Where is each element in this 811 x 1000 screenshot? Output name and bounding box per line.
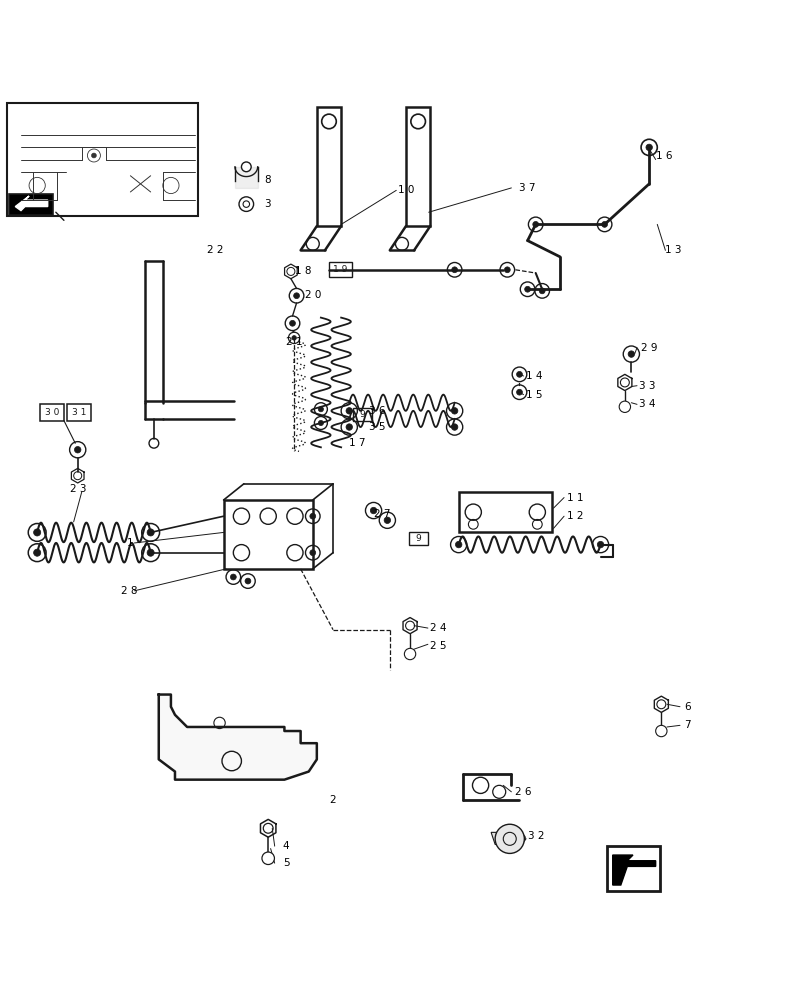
Polygon shape bbox=[509, 832, 526, 845]
Circle shape bbox=[539, 288, 544, 294]
Text: 1 1: 1 1 bbox=[566, 493, 582, 503]
Circle shape bbox=[516, 371, 521, 377]
Bar bbox=[316, 107, 341, 226]
Polygon shape bbox=[491, 832, 500, 845]
Circle shape bbox=[597, 541, 603, 548]
Circle shape bbox=[451, 424, 457, 430]
Text: 3 6: 3 6 bbox=[368, 406, 384, 416]
Text: 1 4: 1 4 bbox=[526, 371, 542, 381]
Bar bbox=[7, 103, 197, 216]
Text: 9: 9 bbox=[359, 410, 365, 419]
Polygon shape bbox=[159, 695, 316, 780]
Text: 4: 4 bbox=[282, 841, 289, 851]
Bar bbox=[40, 404, 64, 421]
Text: 2 1: 2 1 bbox=[285, 337, 303, 347]
Circle shape bbox=[495, 824, 524, 853]
Circle shape bbox=[230, 574, 236, 580]
Text: 1 6: 1 6 bbox=[654, 151, 672, 161]
Text: 3 4: 3 4 bbox=[639, 399, 655, 409]
Polygon shape bbox=[612, 855, 654, 885]
Text: 2 6: 2 6 bbox=[515, 787, 531, 797]
Circle shape bbox=[75, 446, 81, 453]
Text: 2 8: 2 8 bbox=[121, 586, 137, 596]
Text: 1 7: 1 7 bbox=[349, 438, 365, 448]
Circle shape bbox=[242, 201, 249, 207]
Circle shape bbox=[262, 852, 274, 865]
Circle shape bbox=[147, 549, 154, 556]
Circle shape bbox=[532, 221, 538, 227]
Text: 9: 9 bbox=[414, 534, 421, 543]
Text: 2 9: 2 9 bbox=[641, 343, 657, 353]
Circle shape bbox=[654, 725, 666, 737]
Circle shape bbox=[455, 541, 461, 548]
Circle shape bbox=[241, 162, 251, 172]
Circle shape bbox=[524, 286, 530, 292]
Text: 1 0: 1 0 bbox=[397, 185, 414, 195]
Circle shape bbox=[33, 549, 41, 556]
Text: 3 7: 3 7 bbox=[519, 183, 535, 193]
Circle shape bbox=[291, 336, 296, 340]
Text: 6: 6 bbox=[683, 702, 690, 712]
Circle shape bbox=[245, 578, 251, 584]
Text: 3 3: 3 3 bbox=[639, 381, 655, 391]
Text: 3 1: 3 1 bbox=[72, 408, 87, 417]
Circle shape bbox=[294, 293, 299, 299]
Circle shape bbox=[345, 424, 352, 430]
Polygon shape bbox=[15, 196, 48, 211]
Circle shape bbox=[404, 648, 415, 660]
Text: 2 5: 2 5 bbox=[430, 641, 446, 651]
Circle shape bbox=[516, 389, 521, 395]
Text: 3 0: 3 0 bbox=[45, 408, 59, 417]
Circle shape bbox=[147, 529, 154, 536]
Bar bbox=[607, 846, 659, 891]
Circle shape bbox=[384, 517, 390, 524]
Text: 1 2: 1 2 bbox=[566, 511, 582, 521]
Text: 3 2: 3 2 bbox=[527, 831, 543, 841]
Text: 7: 7 bbox=[683, 720, 690, 730]
Circle shape bbox=[290, 320, 295, 326]
Circle shape bbox=[601, 221, 607, 227]
Text: 1 8: 1 8 bbox=[294, 266, 311, 276]
Bar bbox=[328, 262, 351, 277]
Circle shape bbox=[310, 513, 315, 519]
Text: 2 4: 2 4 bbox=[430, 623, 446, 633]
Circle shape bbox=[504, 267, 509, 273]
Bar bbox=[67, 404, 92, 421]
Bar bbox=[353, 408, 371, 421]
Circle shape bbox=[318, 407, 323, 412]
Circle shape bbox=[628, 351, 634, 357]
Text: 5: 5 bbox=[282, 858, 289, 868]
Bar bbox=[458, 492, 551, 532]
Circle shape bbox=[318, 420, 323, 426]
Circle shape bbox=[451, 408, 457, 414]
Text: 2 0: 2 0 bbox=[304, 290, 320, 300]
Text: 8: 8 bbox=[264, 175, 270, 185]
Bar bbox=[406, 107, 430, 226]
Circle shape bbox=[370, 507, 376, 514]
Text: 1 3: 1 3 bbox=[664, 245, 681, 255]
Bar bbox=[9, 194, 54, 215]
Circle shape bbox=[645, 144, 651, 151]
Bar bbox=[409, 532, 427, 545]
Circle shape bbox=[451, 267, 457, 273]
Text: 1: 1 bbox=[127, 538, 133, 548]
Text: 1 9: 1 9 bbox=[333, 265, 347, 274]
Text: 2: 2 bbox=[328, 795, 335, 805]
Circle shape bbox=[33, 529, 41, 536]
Text: 1 5: 1 5 bbox=[526, 390, 542, 400]
Circle shape bbox=[310, 550, 315, 556]
Text: 2 7: 2 7 bbox=[373, 509, 389, 519]
Text: 3 5: 3 5 bbox=[368, 422, 384, 432]
Bar bbox=[223, 500, 312, 569]
Circle shape bbox=[345, 408, 352, 414]
Text: 2 3: 2 3 bbox=[70, 484, 86, 494]
Text: 2 2: 2 2 bbox=[207, 245, 224, 255]
Circle shape bbox=[619, 401, 630, 412]
Circle shape bbox=[92, 153, 97, 158]
Text: 3: 3 bbox=[264, 199, 270, 209]
